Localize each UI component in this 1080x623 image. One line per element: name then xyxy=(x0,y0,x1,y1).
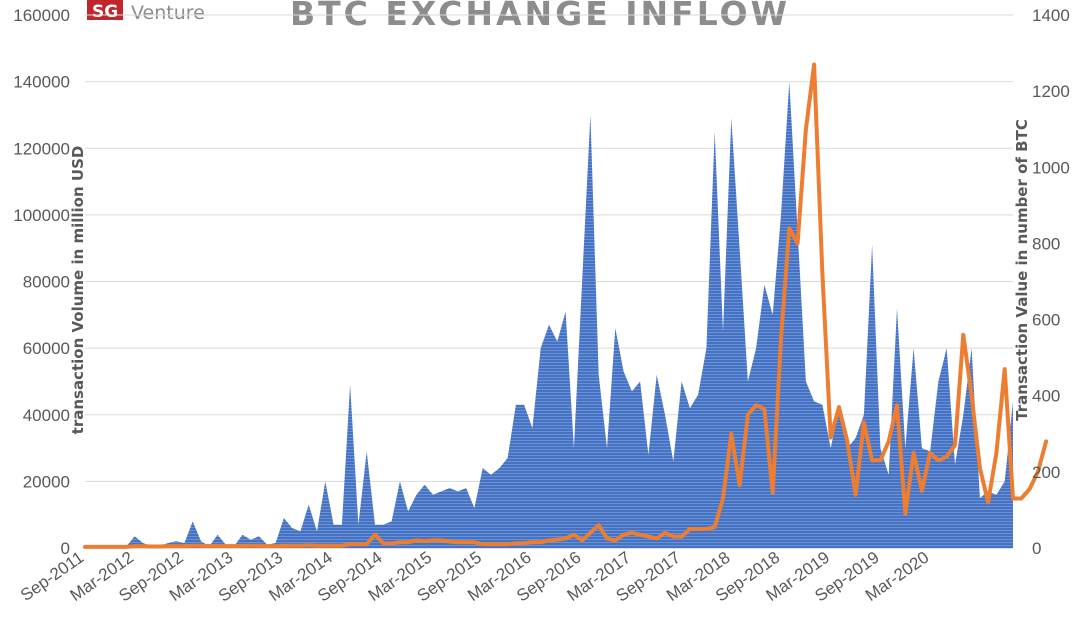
right-axis-ticks: 0 200 400 600 800 1000 1200 1400 xyxy=(1032,6,1070,558)
right-tick-label: 800 xyxy=(1032,234,1060,253)
left-axis-ticks: 0 20000 40000 60000 80000 100000 120000 140000 1… xyxy=(13,6,70,558)
right-tick-label: 200 xyxy=(1032,463,1060,482)
logo: SG Venture xyxy=(87,0,205,24)
right-tick-label: 0 xyxy=(1032,539,1041,558)
line-series-path xyxy=(83,62,1049,549)
right-tick-label: 1400 xyxy=(1032,6,1070,25)
chart-title: BTC EXCHANGE INFLOW xyxy=(290,0,790,33)
x-axis-ticks: Sep-2011Mar-2012Sep-2012Mar-2013Sep-2013… xyxy=(17,548,932,606)
series-line xyxy=(83,62,1049,549)
logo-text: Venture xyxy=(131,2,205,24)
left-tick-label: 100000 xyxy=(13,206,70,225)
left-tick-label: 40000 xyxy=(23,406,70,425)
right-tick-label: 400 xyxy=(1032,387,1060,406)
left-tick-label: 120000 xyxy=(13,139,70,158)
right-tick-label: 1000 xyxy=(1032,158,1070,177)
right-tick-label: 600 xyxy=(1032,311,1060,330)
area-series-shape xyxy=(85,81,1013,548)
logo-mark: SG xyxy=(92,2,118,22)
left-axis-title: transaction Volume in million USD xyxy=(69,146,87,435)
left-tick-label: 0 xyxy=(61,539,70,558)
series-area xyxy=(85,81,1013,548)
left-tick-label: 20000 xyxy=(23,472,70,491)
left-tick-label: 80000 xyxy=(23,273,70,292)
left-tick-label: 140000 xyxy=(13,73,70,92)
right-tick-label: 1200 xyxy=(1032,82,1070,101)
left-tick-label: 160000 xyxy=(13,6,70,25)
right-axis-title: Transaction Value in number of BTC xyxy=(1013,119,1031,421)
left-tick-label: 60000 xyxy=(23,339,70,358)
